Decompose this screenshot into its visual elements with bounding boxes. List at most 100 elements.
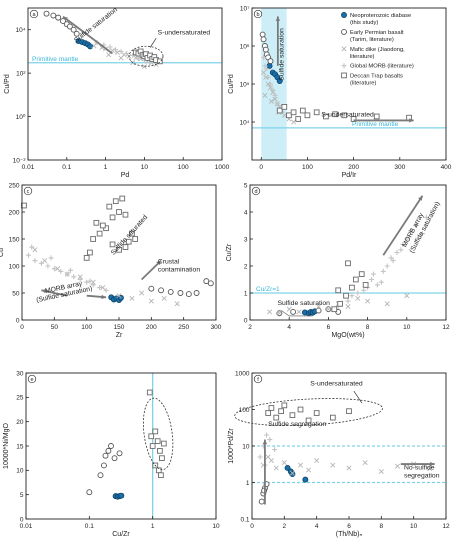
y-tick-label: 10⁰	[16, 113, 26, 121]
data-point	[77, 274, 83, 280]
data-point	[358, 271, 365, 277]
data-point	[427, 466, 433, 472]
data-point	[133, 55, 139, 61]
data-point	[304, 112, 311, 119]
series-circle	[108, 294, 124, 303]
data-point	[21, 202, 27, 209]
y-tick-label: 3	[244, 236, 248, 243]
data-point	[129, 295, 135, 301]
legend-label: (Tarim, literature)	[350, 37, 394, 43]
data-point	[384, 263, 390, 269]
x-tick-label: 150	[114, 324, 125, 331]
panel-c: 0 50 100 150 200 250 300 0 50 100 150 200 250 Zr Cu c Su…	[0, 182, 222, 339]
data-point	[132, 236, 139, 242]
data-point	[262, 63, 268, 69]
y-tick-label: 10⁴	[239, 119, 249, 126]
y-tick-label: 0	[16, 317, 20, 324]
data-point	[148, 298, 154, 304]
data-point	[341, 63, 347, 69]
data-point	[99, 222, 106, 229]
data-point	[73, 30, 80, 37]
y-axis-label: 10000*Ni/MgO	[3, 422, 10, 468]
data-point	[270, 89, 276, 95]
series-circle-open	[258, 481, 270, 505]
y-tick-label: 10⁵	[240, 81, 250, 88]
data-point	[262, 92, 268, 98]
data-point	[91, 43, 97, 49]
data-point	[297, 462, 304, 468]
data-point	[97, 285, 103, 291]
y-tick-label: 0.1	[240, 516, 249, 523]
panel-letter: f	[257, 377, 259, 383]
data-point	[122, 211, 129, 218]
panel-b: Primitive mantle 0 100 200 300 400 10⁴ 10⁵ 10⁶ 10…	[228, 5, 452, 179]
series-circle	[75, 38, 94, 50]
data-point	[329, 414, 336, 421]
x-tick-label: 100	[178, 164, 189, 171]
annotation: No-sulfide	[404, 464, 435, 471]
x-tick-label: 0.1	[85, 523, 94, 530]
x-axis-label: Zr	[116, 332, 123, 339]
data-point	[90, 236, 96, 242]
data-point	[289, 471, 296, 478]
data-point	[265, 74, 271, 80]
data-point	[305, 417, 312, 424]
x-tick-label: 12	[442, 324, 450, 331]
data-point	[50, 12, 57, 19]
group-ellipse	[142, 397, 174, 470]
data-point	[270, 87, 276, 93]
arrow-head	[418, 195, 423, 201]
data-point	[299, 107, 306, 114]
data-point	[331, 306, 338, 313]
data-point	[207, 280, 214, 287]
data-point	[119, 195, 126, 202]
y-axis-label: Cu/Zr	[226, 243, 233, 261]
data-point	[414, 223, 420, 228]
data-point	[111, 455, 118, 462]
series-square	[132, 48, 163, 65]
data-point	[87, 249, 93, 256]
data-point	[97, 472, 104, 479]
legend-label: (literature)	[350, 81, 376, 87]
data-point	[289, 412, 296, 419]
arrow-shaft	[382, 195, 424, 256]
legend: Neoproterozoic diabase(this study) Early …	[341, 12, 414, 87]
reference-line-label: Primitive mantle	[352, 121, 399, 128]
y-tick-label: 10²	[16, 70, 26, 77]
data-point	[108, 443, 114, 449]
data-point	[398, 247, 404, 253]
legend-label: Mafic dike (Jiaodong,	[350, 47, 405, 53]
data-point	[369, 277, 375, 282]
data-point	[71, 274, 77, 280]
series-square	[331, 260, 369, 313]
data-point	[345, 260, 351, 267]
y-tick-label: 250	[9, 182, 20, 189]
data-point	[45, 263, 51, 269]
data-point	[58, 268, 64, 274]
data-point	[315, 307, 322, 314]
series-square	[146, 389, 167, 479]
arrow-head	[409, 118, 414, 123]
y-tick-label: 5	[20, 492, 24, 499]
data-point	[295, 116, 302, 122]
legend-label: Global MORB (literature)	[350, 64, 414, 70]
data-point	[325, 306, 331, 312]
data-point	[193, 290, 200, 296]
x-tick-label: 8	[380, 523, 384, 530]
group-ellipse	[128, 45, 164, 67]
data-point	[55, 14, 62, 21]
data-point	[281, 402, 288, 409]
panel-letter: e	[30, 377, 33, 383]
x-axis-label: Cu/Zr	[112, 531, 130, 538]
panel-letter-badge	[27, 374, 37, 384]
data-point	[105, 447, 112, 454]
x-tick-label: 0.01	[20, 523, 33, 530]
data-point	[278, 408, 284, 415]
data-point	[122, 244, 129, 250]
y-tick-label: 4	[244, 209, 248, 216]
x-tick-label: 1000	[215, 164, 230, 171]
data-point	[362, 282, 369, 288]
panel-letter-badge	[253, 9, 263, 19]
x-tick-label: 300	[394, 164, 405, 171]
data-point	[341, 12, 347, 18]
